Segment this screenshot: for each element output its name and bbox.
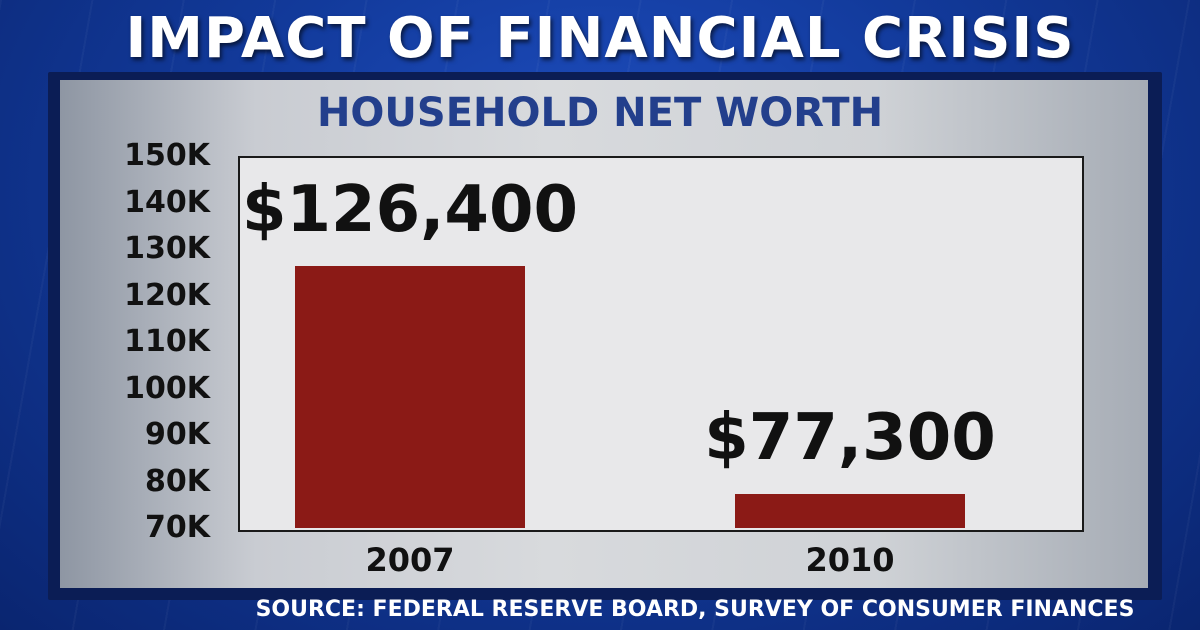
chart-title: HOUSEHOLD NET WORTH xyxy=(316,90,884,136)
x-tick-label: 2010 xyxy=(805,541,895,579)
y-tick-label: 90K xyxy=(145,417,210,452)
main-title: IMPACT OF FINANCIAL CRISIS xyxy=(125,6,1075,71)
bar-value-label: $126,400 xyxy=(241,172,579,247)
bar-2010 xyxy=(735,494,965,528)
y-tick-label: 70K xyxy=(145,510,210,545)
y-tick-label: 100K xyxy=(124,370,210,406)
y-tick-label: 80K xyxy=(145,463,210,499)
y-tick-label: 110K xyxy=(124,324,210,359)
y-tick-label: 150K xyxy=(124,138,210,173)
y-tick-label: 130K xyxy=(124,231,210,266)
y-tick-label: 120K xyxy=(124,277,210,313)
y-tick-label: 140K xyxy=(124,184,210,220)
source-note: SOURCE: FEDERAL RESERVE BOARD, SURVEY OF… xyxy=(255,597,1135,622)
x-tick-label: 2007 xyxy=(365,541,455,579)
bar-value-label: $77,300 xyxy=(704,401,996,476)
bar-2007 xyxy=(295,265,525,528)
